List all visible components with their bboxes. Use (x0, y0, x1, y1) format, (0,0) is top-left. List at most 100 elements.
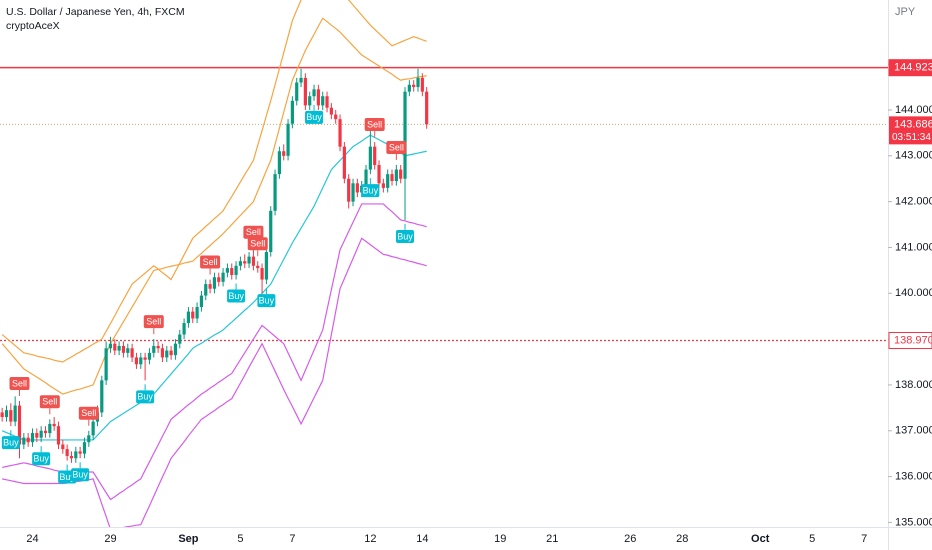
buy-label-box (227, 289, 246, 303)
candle-body (299, 77, 303, 83)
candle-body (199, 295, 204, 308)
price-line-label: 138.970 (894, 334, 932, 346)
candle-body (69, 455, 74, 459)
candle-body (169, 350, 173, 356)
buy-label: Buy (33, 454, 49, 464)
candle-body (178, 334, 182, 344)
sell-label: Sell (12, 378, 27, 388)
chart-subtitle: cryptoAceX (6, 20, 60, 32)
sell-label: Sell (81, 408, 96, 418)
buy-label-box (305, 110, 324, 124)
candle-body (78, 451, 82, 454)
x-tick-label: 5 (809, 533, 815, 545)
buy-label-box (136, 390, 155, 404)
candle-body (195, 307, 199, 319)
candle-body (308, 96, 312, 106)
band-line (1, 17, 427, 395)
y-tick-label: 140.000 (895, 287, 932, 299)
candle-body (290, 100, 294, 124)
candle-body (121, 345, 126, 353)
buy-label: Buy (59, 472, 75, 482)
candle-body (65, 449, 69, 456)
candle-body (82, 442, 87, 454)
x-tick-label: 29 (104, 533, 116, 545)
candle-body (399, 169, 403, 179)
candle-body (338, 119, 342, 147)
x-tick-label: 14 (416, 533, 428, 545)
candle-body (329, 107, 333, 115)
sell-label-box (78, 406, 99, 420)
candle-body (100, 380, 104, 413)
candle-body (160, 348, 165, 358)
candle-body (186, 311, 191, 324)
candle-body (13, 405, 17, 422)
candle-body (381, 183, 385, 188)
candle-body (26, 437, 30, 443)
candle-body (269, 210, 273, 253)
candle-body (247, 256, 251, 264)
sell-label: Sell (250, 239, 265, 249)
candle-body (91, 421, 95, 436)
sell-label: Sell (246, 227, 261, 237)
last-price-box (889, 116, 932, 145)
candle-body (355, 183, 359, 193)
candle-body (238, 261, 243, 266)
sell-label-box (247, 237, 268, 251)
sell-label-box (364, 118, 385, 132)
candle-body (87, 435, 91, 443)
candle-body (212, 277, 217, 289)
buy-label-box (71, 468, 90, 482)
candle-body (364, 169, 368, 186)
candle-body (204, 284, 208, 296)
buy-label-box (1, 436, 20, 450)
candle-body (48, 423, 52, 434)
x-tick-label: 7 (289, 533, 295, 545)
candle-body (52, 423, 56, 427)
sell-label-box (386, 140, 407, 154)
candle-body (334, 114, 338, 120)
x-tick-label: 19 (494, 533, 506, 545)
candle-body (126, 348, 130, 353)
candle-body (264, 252, 268, 280)
candle-body (108, 343, 113, 349)
buy-label-box (257, 294, 276, 308)
candle-body (173, 343, 178, 356)
candle-body (22, 437, 26, 445)
candle-body (342, 146, 346, 179)
candle-body (377, 164, 381, 184)
band-line (1, 134, 427, 441)
last-price-label: 143.686 (894, 118, 932, 130)
sell-label: Sell (389, 142, 404, 152)
band-line (1, 0, 427, 363)
candle-body (416, 77, 420, 88)
candle-body (143, 357, 147, 360)
buy-label: Buy (72, 470, 88, 480)
candle-body (286, 123, 290, 156)
candle-body (234, 265, 238, 275)
candle-body (43, 430, 48, 434)
buy-label: Buy (259, 295, 275, 305)
x-tick-label: 5 (237, 533, 243, 545)
candle-body (277, 151, 281, 175)
candle-body (30, 433, 35, 443)
candle-body (312, 89, 316, 97)
x-tick-label: 26 (624, 533, 636, 545)
candle-body (325, 96, 329, 108)
buy-label: Buy (228, 291, 244, 301)
candle-body (74, 451, 78, 459)
candle-body (295, 82, 299, 101)
candle-body (208, 284, 212, 289)
sell-label: Sell (42, 397, 57, 407)
y-tick-label: 137.000 (895, 425, 932, 437)
y-tick-label: 141.000 (895, 241, 932, 253)
candle-body (9, 410, 13, 422)
candle-body (4, 410, 9, 418)
price-line-label-box (888, 331, 932, 349)
candle-body (139, 357, 143, 365)
y-tick-label: 142.000 (895, 196, 932, 208)
sell-label-box (243, 225, 264, 239)
y-tick-label: 138.000 (895, 379, 932, 391)
candle-body (373, 146, 377, 165)
